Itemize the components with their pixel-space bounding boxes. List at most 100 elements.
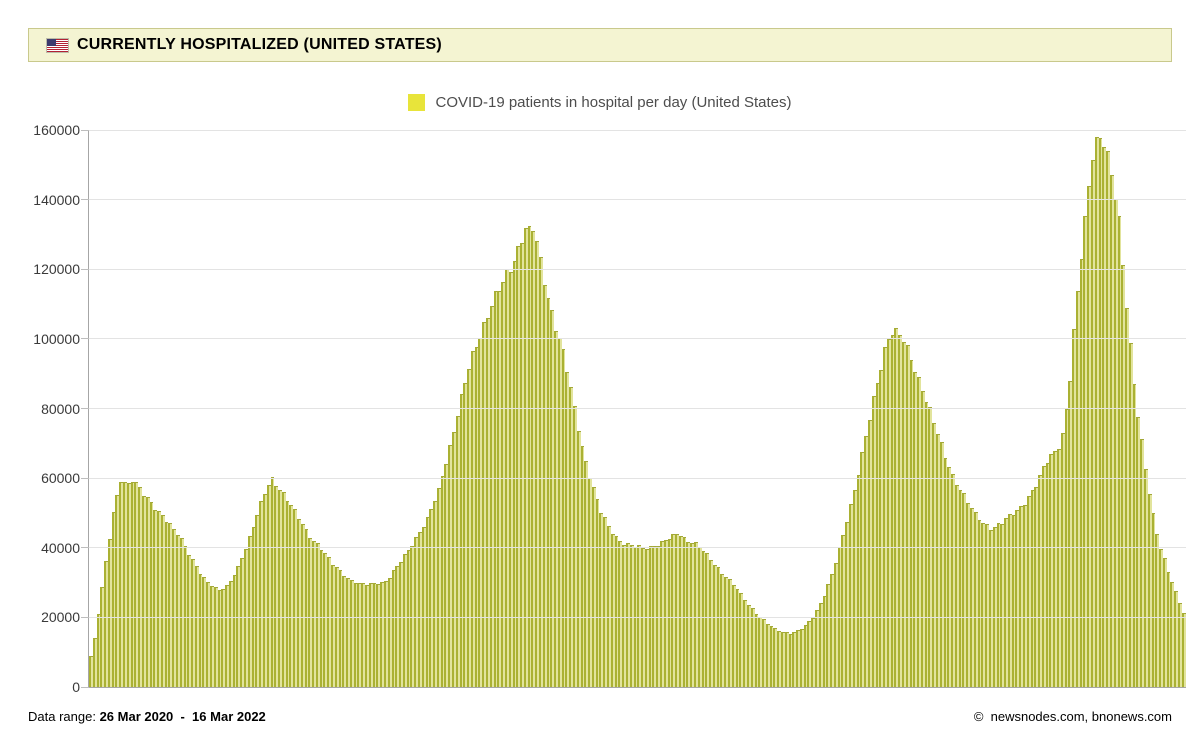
legend-label: COVID-19 patients in hospital per day (U… <box>435 94 792 111</box>
bar <box>550 309 555 687</box>
bar <box>920 391 925 687</box>
bar <box>1011 515 1016 687</box>
bar <box>274 485 279 687</box>
gridline <box>89 199 1186 201</box>
chart-legend[interactable]: COVID-19 patients in hospital per day (U… <box>0 94 1200 111</box>
bar <box>754 614 759 687</box>
bar <box>977 520 982 687</box>
bar <box>561 348 566 687</box>
bar <box>221 589 226 687</box>
bar <box>799 629 804 687</box>
bar <box>92 637 97 687</box>
bar <box>739 592 744 687</box>
bar <box>917 376 921 687</box>
bar <box>452 432 456 687</box>
bar <box>1125 308 1129 687</box>
bar <box>746 604 751 687</box>
bar <box>228 580 233 687</box>
gridline <box>89 547 1186 549</box>
bar <box>470 350 475 687</box>
bar <box>1162 557 1167 687</box>
bar <box>191 559 195 687</box>
bar <box>104 560 108 687</box>
bar <box>281 492 286 687</box>
bar <box>1038 475 1042 687</box>
bar <box>312 540 316 687</box>
bar <box>123 482 127 687</box>
bar <box>565 372 570 687</box>
bar <box>376 584 381 687</box>
bar <box>607 525 611 687</box>
bar <box>769 625 774 687</box>
bar <box>357 582 362 687</box>
bar <box>1072 328 1076 687</box>
bar <box>576 431 581 687</box>
y-axis-tick <box>81 686 89 688</box>
bar <box>429 508 434 687</box>
bar <box>705 552 710 687</box>
bar <box>750 608 755 687</box>
bar <box>538 256 543 687</box>
bar <box>765 623 770 687</box>
bar <box>678 536 683 687</box>
bar <box>682 537 687 687</box>
bar <box>954 485 959 687</box>
bar <box>1057 449 1061 687</box>
bar <box>391 570 396 687</box>
legend-swatch <box>408 94 426 111</box>
bar <box>236 565 241 687</box>
bar <box>270 476 275 687</box>
bar <box>520 242 524 687</box>
bar <box>622 544 626 687</box>
bar <box>996 522 1001 687</box>
bar <box>1079 259 1084 687</box>
bar <box>629 545 634 687</box>
bar <box>667 539 672 687</box>
bar <box>905 344 910 687</box>
data-range-value: 26 Mar 2020 - 16 Mar 2022 <box>99 709 266 724</box>
bar <box>527 225 532 687</box>
bar <box>213 586 218 687</box>
bar <box>1094 137 1099 687</box>
bar <box>489 306 494 687</box>
bar <box>871 396 876 687</box>
bar <box>482 321 487 687</box>
bar <box>1060 433 1065 687</box>
bar <box>648 545 653 687</box>
bar <box>909 360 914 687</box>
bar <box>1019 506 1023 687</box>
bar <box>1049 454 1054 687</box>
bar <box>198 574 203 687</box>
bar <box>206 581 210 687</box>
bar <box>886 339 891 687</box>
bar <box>372 582 377 687</box>
bar <box>792 631 797 687</box>
bar <box>421 527 426 687</box>
bar <box>467 368 471 687</box>
bar <box>966 502 971 687</box>
y-axis-label: 140000 <box>33 191 80 208</box>
bar <box>618 540 623 687</box>
bar <box>387 577 392 687</box>
bar <box>701 551 706 687</box>
bar <box>584 460 589 687</box>
bar <box>293 508 297 687</box>
bar <box>992 527 997 687</box>
bar <box>153 509 158 687</box>
bar <box>1034 487 1039 687</box>
bar <box>599 513 604 687</box>
bar <box>554 330 558 687</box>
y-axis-tick <box>81 616 89 618</box>
bar <box>315 543 320 687</box>
bar <box>365 585 369 687</box>
bar <box>811 617 815 687</box>
bar <box>1117 215 1122 687</box>
bar <box>380 581 384 687</box>
bar <box>845 522 850 687</box>
bar <box>1143 469 1148 687</box>
plot-area <box>81 129 1186 688</box>
bar <box>1075 290 1080 687</box>
bar <box>1026 496 1031 687</box>
bar <box>1159 548 1163 687</box>
bar <box>433 501 437 687</box>
